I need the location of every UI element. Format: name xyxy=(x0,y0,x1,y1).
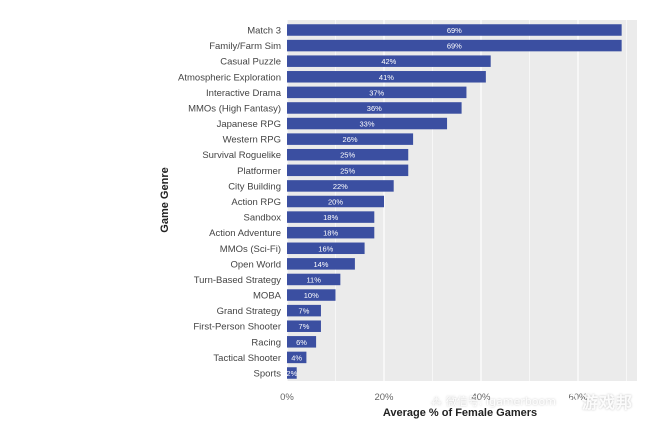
category-label: First-Person Shooter xyxy=(193,322,281,333)
bar xyxy=(287,133,414,145)
category-label: Family/Farm Sim xyxy=(209,41,281,52)
bar xyxy=(287,258,355,270)
bar xyxy=(287,226,375,239)
wechat-icon: ⁂ xyxy=(430,394,442,408)
bar xyxy=(287,273,341,286)
data-label: 7% xyxy=(299,307,310,316)
data-label: 25% xyxy=(340,166,355,175)
bar xyxy=(287,289,336,301)
x-tick-label: 0% xyxy=(280,392,294,403)
category-label: Open World xyxy=(230,259,281,270)
category-labels: Match 3 Family/Farm Sim Casual Puzzle Atmos… xyxy=(178,26,282,380)
data-label: 69% xyxy=(447,26,462,35)
category-label: Sports xyxy=(254,369,282,380)
category-label: MOBA xyxy=(253,291,282,302)
data-label: 18% xyxy=(323,213,338,222)
x-tick-labels: 0% 20% 40% 60% xyxy=(280,392,588,403)
data-label: 18% xyxy=(323,229,338,238)
y-axis-title: Game Genre xyxy=(159,167,171,232)
category-label: Casual Puzzle xyxy=(220,57,281,68)
category-label: MMOs (High Fantasy) xyxy=(188,103,281,114)
x-tick-label: 60% xyxy=(568,392,588,403)
data-label: 41% xyxy=(379,73,394,82)
data-label: 25% xyxy=(340,151,355,160)
data-label: 14% xyxy=(313,260,328,269)
data-label: 6% xyxy=(296,338,307,347)
data-label: 69% xyxy=(447,42,462,51)
data-label: 2% xyxy=(286,369,297,378)
bar xyxy=(287,211,375,223)
category-label: Turn-Based Strategy xyxy=(194,275,282,286)
data-label: 16% xyxy=(318,244,333,253)
x-tick-label: 20% xyxy=(374,392,394,403)
data-label: 33% xyxy=(360,120,375,129)
data-label: 20% xyxy=(328,198,343,207)
category-label: Survival Roguelike xyxy=(202,150,281,161)
category-label: Western RPG xyxy=(223,135,281,146)
bar xyxy=(287,336,317,348)
data-label: 42% xyxy=(381,57,396,66)
bar xyxy=(287,117,448,130)
bar xyxy=(287,71,486,83)
gamerboom-logo-icon xyxy=(559,392,578,410)
bar xyxy=(287,164,409,177)
category-label: Japanese RPG xyxy=(217,119,281,130)
bar xyxy=(287,320,321,332)
category-label: Sandbox xyxy=(243,213,281,224)
bar xyxy=(287,55,491,67)
data-label: 22% xyxy=(333,182,348,191)
data-label: 26% xyxy=(343,135,358,144)
watermark-brand: 游戏邦 xyxy=(581,393,633,412)
bar xyxy=(287,304,321,317)
bar xyxy=(287,180,394,192)
bar xyxy=(287,39,622,52)
x-axis-title: Average % of Female Gamers xyxy=(383,407,537,419)
x-tick-label: 40% xyxy=(471,392,491,403)
category-label: Platformer xyxy=(237,166,281,177)
category-label: Match 3 xyxy=(247,26,281,37)
data-label: 10% xyxy=(304,291,319,300)
data-label: 7% xyxy=(299,322,310,331)
category-label: Grand Strategy xyxy=(217,306,282,317)
data-labels: 69% 69% 42% 41% 37% 36% 33%26% 25% 25% 22% 20% 18% 1… xyxy=(286,26,462,378)
watermark: ⁂ 微信号: igamerboom 游戏邦 xyxy=(431,389,633,413)
bar xyxy=(287,148,409,161)
bar xyxy=(287,195,384,208)
bar xyxy=(287,242,365,255)
bar xyxy=(287,367,297,379)
bar xyxy=(287,24,622,36)
category-label: Action RPG xyxy=(231,197,281,208)
bars xyxy=(287,24,622,379)
category-label: City Building xyxy=(228,181,281,192)
bar xyxy=(287,86,467,99)
data-label: 37% xyxy=(369,88,384,97)
bar xyxy=(287,351,307,364)
category-label: Action Adventure xyxy=(209,228,281,239)
data-label: 11% xyxy=(306,275,321,284)
category-label: Tactical Shooter xyxy=(213,353,281,364)
bar xyxy=(287,102,462,114)
data-label: 4% xyxy=(291,353,302,362)
category-label: MMOs (Sci-Fi) xyxy=(220,244,281,255)
data-label: 36% xyxy=(367,104,382,113)
category-label: Interactive Drama xyxy=(206,88,282,99)
watermark-text: 微信号: igamerboom xyxy=(445,395,556,408)
category-label: Racing xyxy=(251,337,281,348)
category-label: Atmospheric Exploration xyxy=(178,72,281,83)
